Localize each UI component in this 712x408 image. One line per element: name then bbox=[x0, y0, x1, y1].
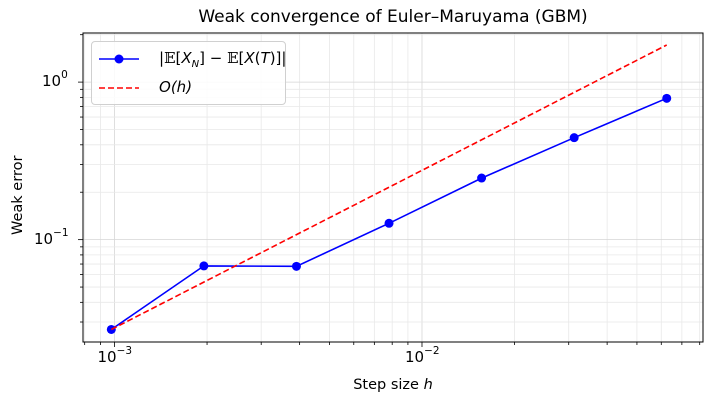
chart-title: Weak convergence of Euler–Maruyama (GBM) bbox=[198, 7, 588, 27]
legend-entry-oh: O(h) bbox=[92, 77, 285, 99]
x-axis-label: Step size h bbox=[83, 377, 703, 393]
legend-line-marker-icon bbox=[99, 54, 139, 64]
y-axis-label: Weak error bbox=[10, 155, 26, 235]
data-point bbox=[291, 261, 301, 271]
data-point bbox=[569, 133, 579, 143]
legend-label-oh: O(h) bbox=[159, 78, 193, 96]
legend-entry-error: |𝔼[XN] − 𝔼[X(T)]| bbox=[92, 48, 287, 70]
data-point bbox=[384, 218, 394, 228]
series-line-1 bbox=[110, 44, 668, 331]
data-point bbox=[477, 173, 487, 183]
x-axis-label-text: Step size h bbox=[353, 377, 433, 393]
y-tick-label: 10−1 bbox=[34, 226, 69, 248]
data-point bbox=[199, 261, 209, 271]
x-tick-label: 10−2 bbox=[404, 345, 440, 366]
legend-label-error: |𝔼[XN] − 𝔼[X(T)]| bbox=[159, 49, 287, 70]
axes-frame bbox=[82, 32, 704, 343]
data-point bbox=[662, 93, 672, 103]
legend: |𝔼[XN] − 𝔼[X(T)]| O(h) bbox=[91, 41, 286, 105]
y-axis-label-wrap: Weak error bbox=[10, 156, 30, 236]
x-tick-label: 10−3 bbox=[97, 345, 133, 366]
legend-dashed-line-icon bbox=[99, 87, 139, 89]
series-line-0 bbox=[110, 97, 668, 331]
y-tick-label: 100 bbox=[42, 69, 68, 91]
